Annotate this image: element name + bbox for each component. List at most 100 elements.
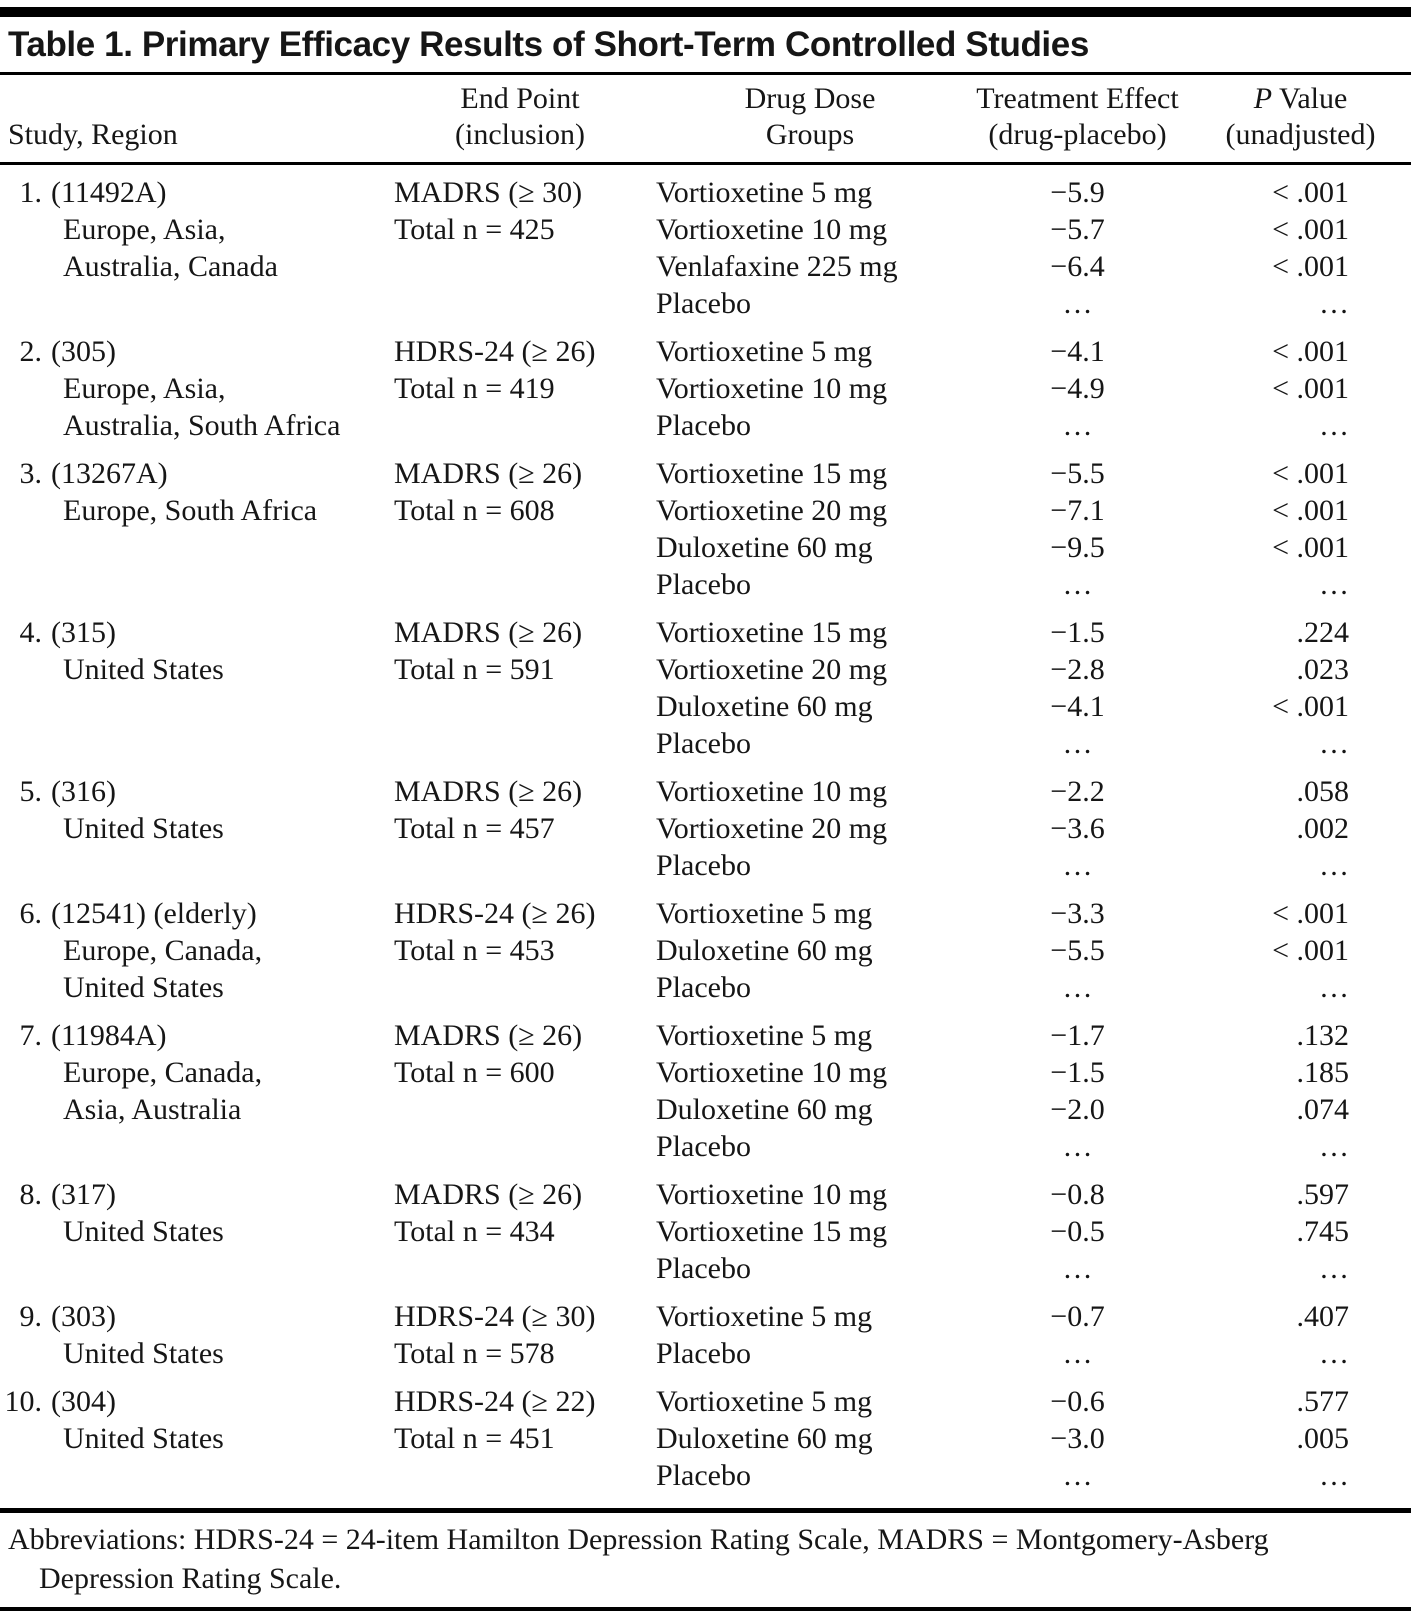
dose-groups-cell: Vortioxetine 5 mg Vortioxetine 10 mg Place… — [655, 333, 965, 444]
dose-group-label: Venlafaxine 225 mg — [656, 250, 898, 283]
study-region-cell: 6. (12541) (elderly) Europe, Canada, Unite… — [0, 895, 385, 1006]
endpoint-cell: MADRS (≥ 26) Total n = 600 — [385, 1017, 655, 1165]
study-region-line: Europe, Asia, — [63, 372, 226, 405]
dose-group-label: Vortioxetine 10 mg — [656, 1178, 888, 1211]
endpoint-cell: MADRS (≥ 26) Total n = 434 — [385, 1176, 655, 1287]
effect-cell: −4.1 −4.9… — [965, 333, 1190, 444]
study-id: (11984A) — [51, 1019, 167, 1052]
endpoint-line: Total n = 591 — [394, 653, 555, 686]
study-block: 9. (303) United States HDRS-24 (≥ 30) Tota… — [0, 1287, 1411, 1372]
p-value: < .001 — [1272, 176, 1349, 209]
footnote-rule — [0, 1508, 1411, 1513]
study-block: 5. (316) United States MADRS (≥ 26) Total … — [0, 762, 1411, 884]
treatment-effect-value: −3.3 — [1050, 897, 1105, 930]
p-value: .577 — [1296, 1385, 1350, 1418]
treatment-effect-value: … — [1062, 1130, 1093, 1163]
study-region-cell: 10. (304) United States — [0, 1383, 385, 1494]
pvalue-cell: < .001 < .001 < .001… — [1190, 455, 1411, 603]
study-number: 5. — [19, 775, 43, 808]
column-header-dose-groups: Drug Dose Groups — [655, 81, 965, 153]
dose-group-label: Vortioxetine 15 mg — [656, 457, 888, 490]
dose-group-label: Vortioxetine 20 mg — [656, 653, 888, 686]
p-value: .407 — [1296, 1300, 1350, 1333]
endpoint-cell: MADRS (≥ 26) Total n = 457 — [385, 773, 655, 884]
top-rule — [0, 7, 1411, 17]
p-value-word: Value — [1272, 82, 1348, 115]
pvalue-cell: < .001 < .001 < .001… — [1190, 174, 1411, 322]
study-id: (13267A) — [51, 457, 168, 490]
endpoint-line: MADRS (≥ 26) — [394, 457, 583, 490]
endpoint-cell: HDRS-24 (≥ 26) Total n = 419 — [385, 333, 655, 444]
study-block: 8. (317) United States MADRS (≥ 26) Total … — [0, 1165, 1411, 1287]
study-id: (305) — [51, 335, 116, 368]
study-region-line: Europe, South Africa — [63, 494, 318, 527]
treatment-effect-value: −0.7 — [1050, 1300, 1105, 1333]
endpoint-line: MADRS (≥ 26) — [394, 775, 583, 808]
dose-group-label: Vortioxetine 5 mg — [656, 1019, 873, 1052]
study-block: 2. (305) Europe, Asia, Australia, South Af… — [0, 322, 1411, 444]
effect-cell: −5.5 −7.1 −9.5… — [965, 455, 1190, 603]
endpoint-line: Total n = 453 — [394, 934, 555, 967]
footnote-line2: Depression Rating Scale. — [39, 1562, 342, 1595]
endpoint-line: HDRS-24 (≥ 26) — [394, 335, 596, 368]
study-block: 3. (13267A) Europe, South Africa MADRS (≥… — [0, 444, 1411, 603]
study-region-line: Europe, Canada, — [63, 1056, 263, 1089]
dose-group-label: Duloxetine 60 mg — [656, 690, 873, 723]
header-rule — [0, 162, 1411, 165]
study-region-line: United States — [63, 1337, 224, 1370]
treatment-effect-value: −7.1 — [1050, 494, 1105, 527]
dose-group-label: Vortioxetine 15 mg — [656, 616, 888, 649]
study-block: 6. (12541) (elderly) Europe, Canada, Unite… — [0, 884, 1411, 1006]
dose-group-label: Vortioxetine 5 mg — [656, 335, 873, 368]
effect-cell: −0.7… — [965, 1298, 1190, 1372]
table-header-row: Study, Region End Point (inclusion) Drug… — [0, 75, 1411, 162]
study-block: 4. (315) United States MADRS (≥ 26) Total … — [0, 603, 1411, 762]
treatment-effect-value: −5.5 — [1050, 457, 1105, 490]
p-value: .058 — [1296, 775, 1350, 808]
study-region-cell: 3. (13267A) Europe, South Africa — [0, 455, 385, 603]
effect-cell: −3.3 −5.5… — [965, 895, 1190, 1006]
dose-group-label: Placebo — [656, 1337, 751, 1370]
study-id-line: 9. (303) — [0, 1298, 385, 1335]
endpoint-line: Total n = 457 — [394, 812, 555, 845]
column-header-study-region: Study, Region — [8, 118, 178, 151]
p-value: .074 — [1296, 1093, 1350, 1126]
dose-group-label: Vortioxetine 10 mg — [656, 1056, 888, 1089]
pvalue-cell: .597.745… — [1190, 1176, 1411, 1287]
column-header-endpoint-line1: End Point — [460, 82, 580, 115]
endpoint-line: Total n = 600 — [394, 1056, 555, 1089]
dose-group-label: Vortioxetine 5 mg — [656, 1385, 873, 1418]
dose-group-label: Duloxetine 60 mg — [656, 531, 873, 564]
column-header-endpoint-line2: (inclusion) — [455, 118, 585, 151]
endpoint-line: Total n = 451 — [394, 1422, 555, 1455]
dose-groups-cell: Vortioxetine 15 mg Vortioxetine 20 mg Dulo… — [655, 614, 965, 762]
p-value: … — [1319, 849, 1349, 882]
endpoint-cell: MADRS (≥ 26) Total n = 591 — [385, 614, 655, 762]
column-header-treatment-effect: Treatment Effect (drug-placebo) — [965, 81, 1190, 153]
study-id: (11492A) — [51, 176, 167, 209]
pvalue-cell: .577.005… — [1190, 1383, 1411, 1494]
dose-groups-cell: Vortioxetine 10 mg Vortioxetine 20 mg Plac… — [655, 773, 965, 884]
dose-group-label: Placebo — [656, 568, 751, 601]
study-number: 6. — [19, 897, 43, 930]
treatment-effect-value: −3.6 — [1050, 812, 1105, 845]
p-value: .005 — [1296, 1422, 1350, 1455]
study-region-line: United States — [63, 971, 224, 1004]
p-value: … — [1319, 1130, 1349, 1163]
treatment-effect-value: … — [1062, 1252, 1093, 1285]
p-value: < .001 — [1272, 494, 1349, 527]
study-id-line: 6. (12541) (elderly) — [0, 895, 385, 932]
p-value: .132 — [1296, 1019, 1350, 1052]
treatment-effect-value: −1.7 — [1050, 1019, 1105, 1052]
endpoint-cell: HDRS-24 (≥ 26) Total n = 453 — [385, 895, 655, 1006]
p-value: < .001 — [1272, 335, 1349, 368]
pvalue-cell: .224.023 < .001… — [1190, 614, 1411, 762]
study-id-line: 1. (11492A) — [0, 174, 385, 211]
dose-group-label: Placebo — [656, 1130, 751, 1163]
endpoint-cell: MADRS (≥ 30) Total n = 425 — [385, 174, 655, 322]
p-value: .023 — [1296, 653, 1350, 686]
dose-group-label: Vortioxetine 5 mg — [656, 1300, 873, 1333]
endpoint-line: MADRS (≥ 30) — [394, 176, 583, 209]
dose-groups-cell: Vortioxetine 5 mg Vortioxetine 10 mg Dulox… — [655, 1017, 965, 1165]
p-value: < .001 — [1272, 531, 1349, 564]
